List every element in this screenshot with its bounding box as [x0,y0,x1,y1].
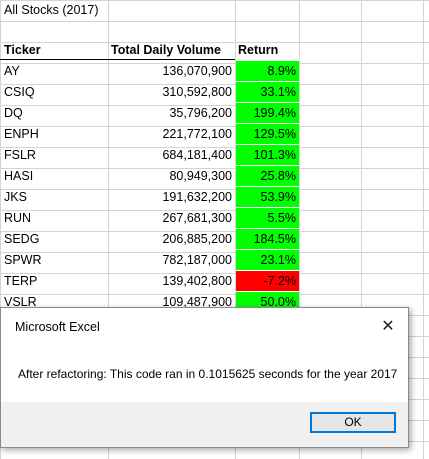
ticker-cell[interactable]: VSLR [4,295,37,309]
ticker-cell[interactable]: FSLR [4,148,36,162]
volume-cell[interactable]: 136,070,900 [162,64,232,78]
return-cell[interactable]: 199.4% [236,103,299,123]
return-cell[interactable]: 33.1% [236,82,299,102]
volume-cell[interactable]: 139,402,800 [162,274,232,288]
header-bottom-border [0,59,235,60]
dialog-message: After refactoring: This code ran in 0.10… [18,367,398,381]
ticker-cell[interactable]: CSIQ [4,85,35,99]
return-cell[interactable]: -7.2% [236,271,299,291]
header-ticker[interactable]: Ticker [4,43,41,57]
ticker-cell[interactable]: AY [4,64,20,78]
return-cell[interactable]: 5.5% [236,208,299,228]
volume-cell[interactable]: 206,885,200 [162,232,232,246]
volume-cell[interactable]: 109,487,900 [162,295,232,309]
return-cell[interactable]: 53.9% [236,187,299,207]
volume-cell[interactable]: 35,796,200 [169,106,232,120]
ticker-cell[interactable]: SEDG [4,232,40,246]
header-return[interactable]: Return [238,43,279,57]
return-cell[interactable]: 184.5% [236,229,299,249]
ticker-cell[interactable]: JKS [4,190,27,204]
ticker-cell[interactable]: ENPH [4,127,39,141]
ticker-cell[interactable]: RUN [4,211,32,225]
gridline [0,0,1,459]
header-volume[interactable]: Total Daily Volume [111,43,221,57]
return-cell[interactable]: 129.5% [236,124,299,144]
gridline [299,0,300,459]
ticker-cell[interactable]: TERP [4,274,38,288]
ticker-cell[interactable]: SPWR [4,253,42,267]
close-icon[interactable]: ✕ [381,318,395,335]
return-cell[interactable]: 23.1% [236,250,299,270]
return-cell[interactable]: 25.8% [236,166,299,186]
volume-cell[interactable]: 80,949,300 [169,169,232,183]
gridline [108,0,109,459]
ticker-cell[interactable]: DQ [4,106,23,120]
message-box-dialog: Microsoft Excel ✕ After refactoring: Thi… [0,307,409,448]
dialog-title: Microsoft Excel [15,320,100,334]
gridline [235,0,236,459]
sheet-title-cell[interactable]: All Stocks (2017) [4,3,99,17]
volume-cell[interactable]: 191,632,200 [162,190,232,204]
volume-cell[interactable]: 221,772,100 [162,127,232,141]
dialog-footer: OK [1,402,408,447]
gridline [423,0,424,459]
volume-cell[interactable]: 310,592,800 [162,85,232,99]
return-cell[interactable]: 101.3% [236,145,299,165]
gridline [361,0,362,459]
volume-cell[interactable]: 782,187,000 [162,253,232,267]
return-cell[interactable]: 8.9% [236,61,299,81]
volume-cell[interactable]: 267,681,300 [162,211,232,225]
volume-cell[interactable]: 684,181,400 [162,148,232,162]
ticker-cell[interactable]: HASI [4,169,34,183]
ok-button[interactable]: OK [310,412,396,433]
